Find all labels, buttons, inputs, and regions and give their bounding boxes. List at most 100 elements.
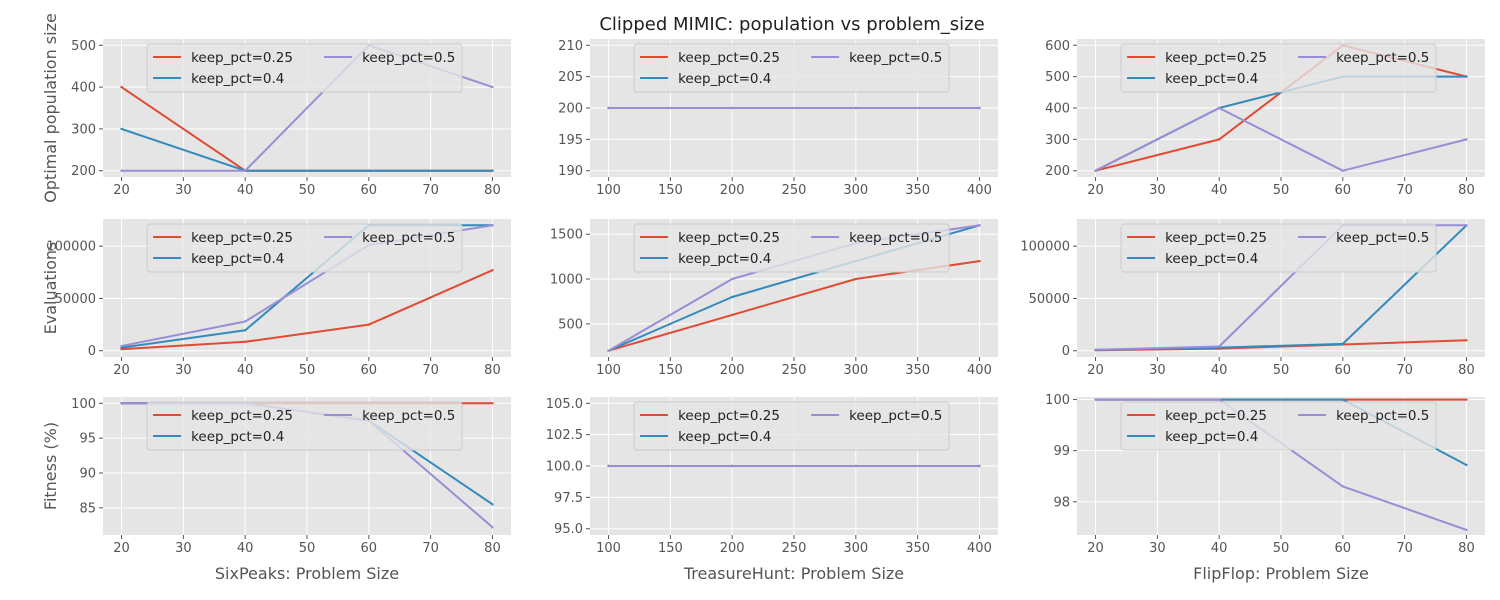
series-line-0 (121, 269, 493, 351)
x-tick-label: 80 (484, 541, 501, 556)
x-tick-label: 20 (113, 183, 130, 198)
legend: keep_pct=0.25 keep_pct=0.5 keep_pct=0.4 (1120, 223, 1437, 273)
legend-label: keep_pct=0.4 (1165, 71, 1258, 87)
y-tick-label: 1500 (550, 228, 583, 243)
y-tick-label: 0 (1062, 344, 1070, 359)
data-point (730, 106, 734, 110)
data-point (120, 169, 123, 172)
legend-box (633, 401, 950, 451)
y-tick-label: 400 (71, 81, 96, 96)
data-point (1094, 398, 1097, 401)
x-tick-label: 100 (596, 363, 621, 378)
legend-label: keep_pct=0.5 (362, 408, 455, 424)
x-tick-label: 80 (484, 363, 501, 378)
legend: keep_pct=0.25 keep_pct=0.5 keep_pct=0.4 (146, 43, 463, 93)
legend-box (1120, 223, 1437, 273)
legend-label: keep_pct=0.25 (678, 230, 780, 246)
x-tick-label: 60 (361, 363, 378, 378)
y-tick-label: 200 (558, 102, 583, 117)
x-tick-label: 50 (299, 541, 316, 556)
data-point (1341, 485, 1345, 488)
data-point (607, 106, 610, 110)
y-tick-label: 98 (1053, 495, 1070, 510)
y-tick-label: 95 (79, 432, 96, 447)
x-tick-label: 20 (1087, 541, 1104, 556)
y-tick-label: 97.5 (554, 491, 583, 506)
data-point (1465, 224, 1468, 227)
figure-title: Clipped MIMIC: population vs problem_siz… (599, 14, 984, 35)
series-line-2 (1095, 107, 1467, 172)
data-point (1465, 75, 1468, 78)
data-point (120, 402, 123, 405)
y-tick-label: 200 (1045, 164, 1070, 179)
x-tick-label: 60 (1335, 183, 1352, 198)
y-tick-label: 95.0 (554, 522, 583, 537)
data-point (607, 349, 610, 352)
x-tick-label: 60 (1335, 363, 1352, 378)
data-point (1465, 339, 1468, 342)
y-tick-label: 500 (71, 39, 96, 54)
y-tick-label: 400 (1045, 102, 1070, 117)
data-point (243, 320, 247, 323)
x-tick-label: 40 (237, 541, 254, 556)
data-point (1217, 138, 1221, 141)
y-tick-label: 85 (79, 501, 96, 516)
y-tick-label: 90 (79, 466, 96, 481)
data-point (491, 269, 494, 272)
x-tick-label: 40 (1211, 541, 1228, 556)
data-point (243, 340, 247, 344)
data-point (1465, 398, 1468, 401)
legend-label: keep_pct=0.25 (678, 50, 780, 66)
x-tick-label: 200 (720, 541, 745, 556)
data-point (607, 464, 610, 468)
x-tick-label: 150 (658, 183, 683, 198)
data-point (1094, 348, 1097, 351)
x-tick-label: 200 (720, 183, 745, 198)
data-point (730, 277, 734, 281)
legend-box (1120, 401, 1437, 451)
x-tick-label: 100 (596, 541, 621, 556)
y-tick-label: 600 (1045, 39, 1070, 54)
legend-label: keep_pct=0.25 (191, 408, 293, 424)
x-tick-label: 70 (1396, 363, 1413, 378)
legend-label: keep_pct=0.5 (849, 230, 942, 246)
data-point (730, 464, 734, 468)
x-tick-label: 60 (361, 183, 378, 198)
x-tick-label: 50 (299, 183, 316, 198)
legend: keep_pct=0.25 keep_pct=0.5 keep_pct=0.4 (633, 401, 950, 451)
x-tick-label: 300 (843, 363, 868, 378)
subplot-0-2: 20 30 40 50 60 70 80 200 300 400 500 600 keep_pct=0.… (1045, 39, 1485, 198)
x-tick-label: 400 (967, 363, 992, 378)
x-axis-label: TreasureHunt: Problem Size (683, 564, 904, 583)
y-tick-label: 500 (1045, 70, 1070, 85)
legend-label: keep_pct=0.5 (1336, 230, 1429, 246)
data-point (1465, 463, 1468, 467)
legend: keep_pct=0.25 keep_pct=0.5 keep_pct=0.4 (146, 223, 463, 273)
legend-label: keep_pct=0.4 (1165, 429, 1258, 445)
y-tick-label: 99 (1053, 444, 1070, 459)
data-point (730, 313, 734, 317)
x-tick-label: 40 (1211, 363, 1228, 378)
data-point (491, 85, 494, 89)
y-tick-label: 50000 (55, 292, 96, 307)
legend-label: keep_pct=0.4 (191, 71, 284, 87)
x-tick-label: 30 (1149, 363, 1166, 378)
x-tick-label: 30 (1149, 183, 1166, 198)
x-tick-label: 70 (422, 363, 439, 378)
y-tick-label: 102.5 (546, 428, 583, 443)
legend-label: keep_pct=0.4 (1165, 251, 1258, 267)
x-tick-label: 300 (843, 183, 868, 198)
x-tick-label: 250 (782, 363, 807, 378)
legend-box (146, 223, 463, 273)
subplot-0-1: 100 150 200 250 300 350 400 190 195 200 205 210 keep… (558, 39, 998, 198)
data-point (854, 106, 858, 110)
x-tick-label: 70 (422, 541, 439, 556)
x-tick-label: 250 (782, 541, 807, 556)
legend-label: keep_pct=0.4 (191, 251, 284, 267)
data-point (1217, 398, 1221, 401)
data-point (491, 526, 494, 529)
legend-box (146, 401, 463, 451)
x-axis-label: SixPeaks: Problem Size (215, 564, 399, 583)
